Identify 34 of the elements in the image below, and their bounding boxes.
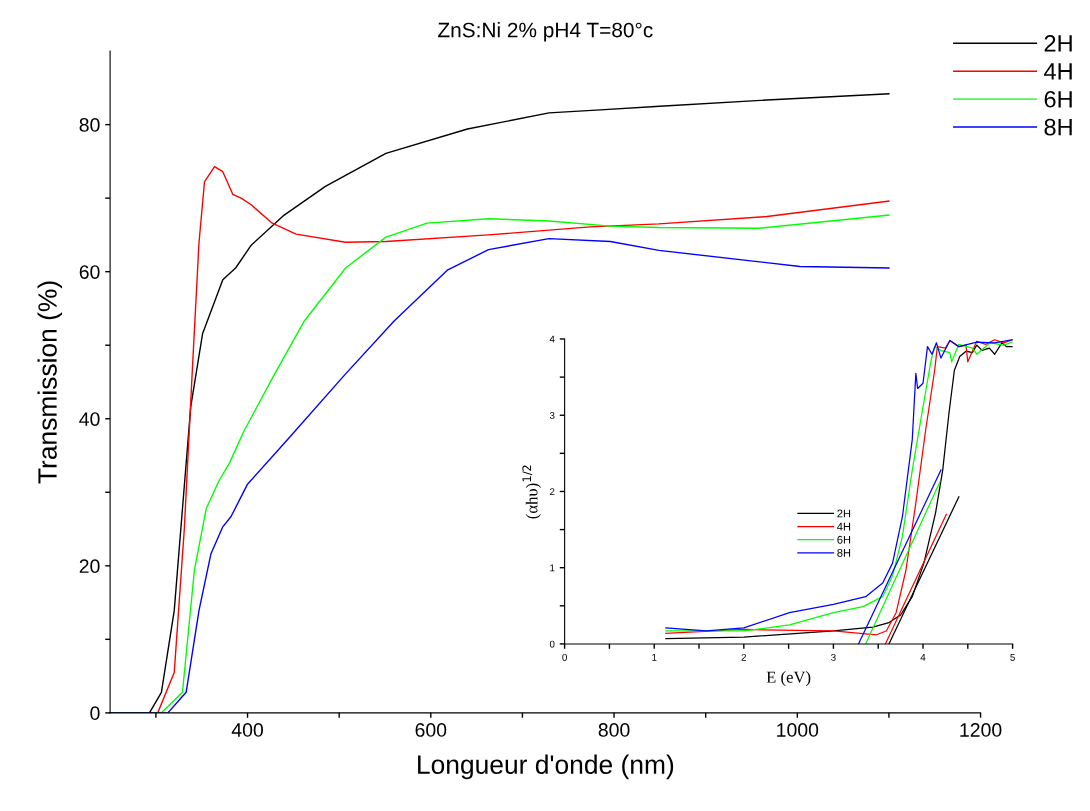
x-tick-label: 2: [741, 653, 747, 661]
legend-label: 6H: [837, 535, 851, 544]
legend-label: 2H: [837, 509, 851, 518]
y-tick-label: 60: [79, 265, 100, 279]
legend-label: 8H: [837, 548, 851, 557]
legend-label: 4H: [837, 522, 851, 531]
x-tick-label: 400: [231, 723, 263, 737]
y-tick-label: 2: [549, 488, 555, 495]
x-tick-label: 5: [1010, 654, 1015, 661]
y-tick-label: 80: [79, 118, 100, 132]
legend-label: 6H: [1044, 90, 1072, 108]
y-axis-title: (αhυ)$^{1/2}$: [522, 465, 541, 519]
y-tick-label: 40: [79, 412, 100, 426]
y-tick-label: 1: [550, 564, 555, 572]
x-tick-label: 1000: [777, 723, 819, 737]
chart-title: ZnS:Ni 2% pH4 T=80°c: [438, 22, 653, 42]
x-axis-title: E (eV): [766, 671, 811, 687]
legend-label: 2H: [1044, 35, 1072, 52]
x-tick-label: 800: [598, 723, 630, 737]
x-tick-label: 4: [920, 654, 926, 661]
y-axis-title: Transmission (%): [37, 281, 63, 484]
y-tick-label: 4: [549, 335, 555, 343]
x-axis-title: Longueur d'onde (nm): [418, 754, 674, 780]
x-tick-label: 600: [415, 723, 447, 737]
y-tick-label: 0: [90, 706, 100, 721]
legend-label: 8H: [1044, 118, 1072, 136]
y-tick-label: 20: [79, 559, 100, 574]
x-tick-label: 1: [652, 654, 657, 661]
x-tick-label: 3: [831, 653, 836, 661]
x-tick-label: 0: [562, 653, 567, 661]
legend-label: 4H: [1044, 63, 1072, 80]
y-tick-label: 0: [549, 640, 555, 648]
y-tick-label: 3: [549, 411, 555, 419]
x-tick-label: 1200: [960, 723, 1002, 737]
